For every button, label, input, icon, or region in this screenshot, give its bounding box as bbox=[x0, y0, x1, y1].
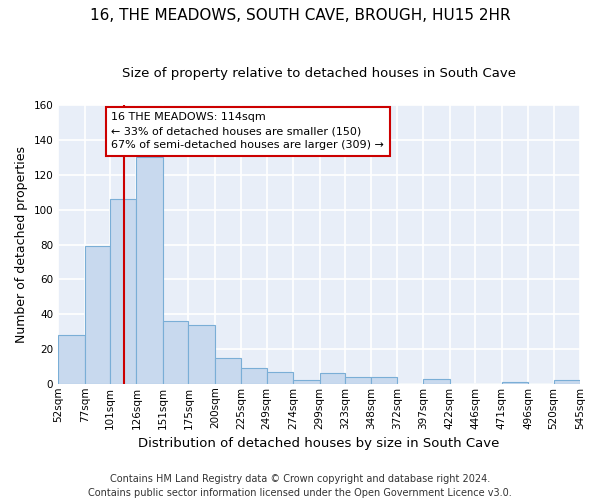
Y-axis label: Number of detached properties: Number of detached properties bbox=[15, 146, 28, 343]
Text: 16, THE MEADOWS, SOUTH CAVE, BROUGH, HU15 2HR: 16, THE MEADOWS, SOUTH CAVE, BROUGH, HU1… bbox=[89, 8, 511, 22]
Bar bbox=[371, 377, 397, 384]
Bar bbox=[188, 324, 215, 384]
Bar bbox=[163, 321, 188, 384]
Bar bbox=[215, 358, 241, 384]
Bar bbox=[424, 378, 450, 384]
Bar bbox=[266, 372, 293, 384]
Bar bbox=[136, 158, 163, 384]
Bar bbox=[241, 368, 266, 384]
Bar bbox=[554, 380, 580, 384]
Text: Contains HM Land Registry data © Crown copyright and database right 2024.
Contai: Contains HM Land Registry data © Crown c… bbox=[88, 474, 512, 498]
Bar bbox=[85, 246, 110, 384]
Bar bbox=[320, 374, 345, 384]
Bar bbox=[293, 380, 320, 384]
Bar bbox=[502, 382, 528, 384]
Text: 16 THE MEADOWS: 114sqm
← 33% of detached houses are smaller (150)
67% of semi-de: 16 THE MEADOWS: 114sqm ← 33% of detached… bbox=[111, 112, 384, 150]
Bar bbox=[110, 200, 136, 384]
Bar bbox=[345, 377, 371, 384]
Bar bbox=[58, 335, 85, 384]
X-axis label: Distribution of detached houses by size in South Cave: Distribution of detached houses by size … bbox=[139, 437, 500, 450]
Title: Size of property relative to detached houses in South Cave: Size of property relative to detached ho… bbox=[122, 68, 516, 80]
